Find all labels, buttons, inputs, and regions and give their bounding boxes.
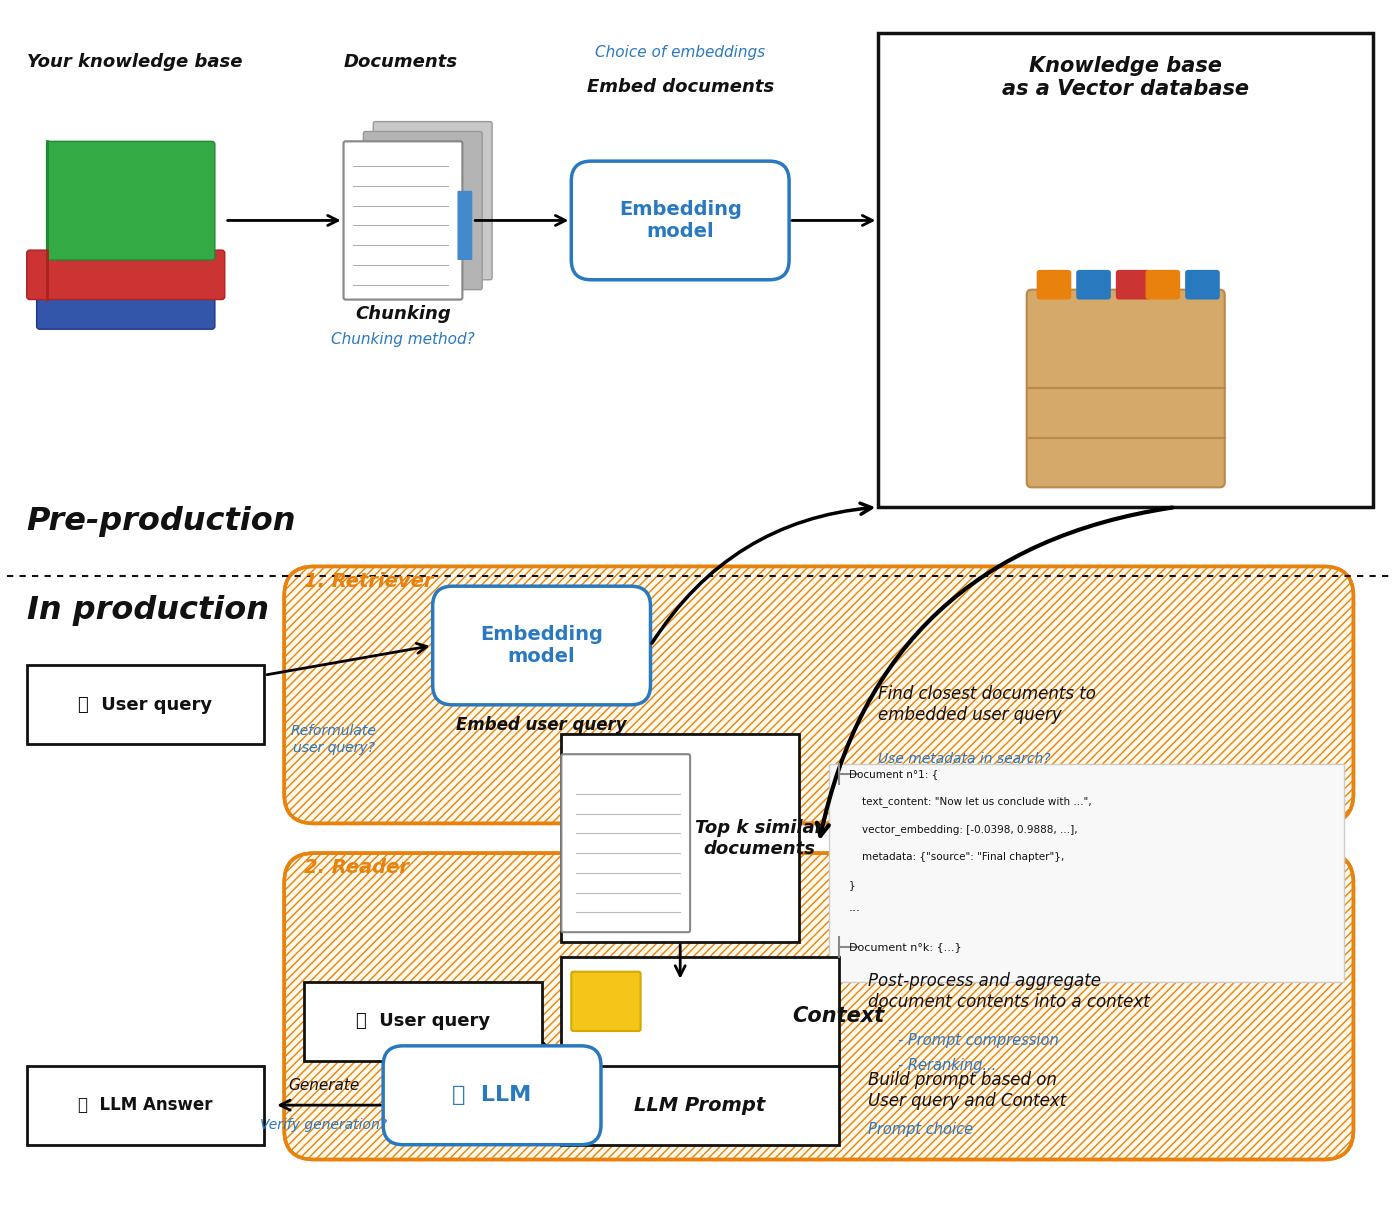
FancyBboxPatch shape — [343, 141, 462, 299]
FancyBboxPatch shape — [561, 956, 839, 1076]
Text: Verify generation?: Verify generation? — [260, 1118, 388, 1132]
FancyBboxPatch shape — [27, 250, 225, 299]
FancyBboxPatch shape — [343, 141, 462, 299]
Text: Top k similar
documents: Top k similar documents — [696, 819, 823, 857]
Text: Chunking: Chunking — [356, 305, 451, 323]
Text: text_content: "Now let us conclude with ...",: text_content: "Now let us conclude with … — [848, 796, 1091, 807]
FancyBboxPatch shape — [1077, 270, 1110, 299]
Text: Pre-production: Pre-production — [27, 505, 297, 537]
FancyBboxPatch shape — [384, 1046, 601, 1144]
FancyBboxPatch shape — [27, 1066, 265, 1144]
Text: 💬  LLM Answer: 💬 LLM Answer — [78, 1096, 213, 1114]
Text: Generate: Generate — [288, 1078, 360, 1093]
FancyBboxPatch shape — [1036, 270, 1071, 299]
FancyBboxPatch shape — [561, 754, 690, 932]
Text: Post-process and aggregate
document contents into a context: Post-process and aggregate document cont… — [868, 972, 1149, 1011]
Text: Embedding
model: Embedding model — [480, 625, 603, 666]
FancyBboxPatch shape — [458, 191, 472, 260]
FancyBboxPatch shape — [829, 765, 1344, 982]
Text: Embed user query: Embed user query — [456, 715, 627, 733]
FancyBboxPatch shape — [284, 853, 1354, 1159]
FancyArrowPatch shape — [816, 508, 1172, 836]
FancyBboxPatch shape — [1186, 270, 1219, 299]
FancyBboxPatch shape — [46, 141, 214, 260]
FancyBboxPatch shape — [284, 567, 1354, 824]
Text: Find closest documents to
embedded user query: Find closest documents to embedded user … — [878, 685, 1096, 725]
Text: Chunking method?: Chunking method? — [332, 332, 475, 346]
Text: 1. Retriever: 1. Retriever — [304, 572, 434, 591]
FancyBboxPatch shape — [1145, 270, 1180, 299]
FancyBboxPatch shape — [561, 734, 799, 942]
Text: - Reranking...: - Reranking... — [897, 1058, 997, 1073]
Text: Document n°1: {: Document n°1: { — [848, 769, 938, 779]
Text: Documents: Documents — [343, 53, 458, 71]
FancyBboxPatch shape — [561, 1066, 839, 1144]
FancyBboxPatch shape — [36, 289, 214, 329]
Text: Build prompt based on
User query and Context: Build prompt based on User query and Con… — [868, 1071, 1067, 1110]
FancyBboxPatch shape — [374, 122, 491, 280]
Text: Context: Context — [792, 1006, 885, 1026]
Text: Document n°k: {...}: Document n°k: {...} — [848, 942, 962, 952]
FancyBboxPatch shape — [571, 162, 790, 280]
Text: In production: In production — [27, 595, 269, 626]
Text: 2. Reader: 2. Reader — [304, 859, 409, 878]
Text: 🤔  User query: 🤔 User query — [78, 696, 213, 714]
Text: Use metadata in search?: Use metadata in search? — [878, 753, 1051, 766]
Text: }: } — [848, 879, 855, 890]
FancyBboxPatch shape — [561, 754, 690, 932]
FancyBboxPatch shape — [581, 744, 710, 923]
Text: Embedding
model: Embedding model — [619, 200, 742, 241]
FancyBboxPatch shape — [1116, 270, 1151, 299]
Text: Knowledge base
as a Vector database: Knowledge base as a Vector database — [1002, 55, 1249, 99]
FancyBboxPatch shape — [304, 982, 542, 1060]
Text: Reformulate
user query?: Reformulate user query? — [291, 725, 377, 755]
FancyBboxPatch shape — [1026, 289, 1225, 487]
Text: 🤖  LLM: 🤖 LLM — [452, 1085, 532, 1105]
Text: Choice of embeddings: Choice of embeddings — [595, 45, 766, 60]
Text: - Prompt compression: - Prompt compression — [897, 1034, 1058, 1048]
FancyBboxPatch shape — [364, 131, 482, 289]
Text: Prompt choice: Prompt choice — [868, 1123, 973, 1137]
Text: metadata: {"source": "Final chapter"},: metadata: {"source": "Final chapter"}, — [848, 853, 1064, 862]
Text: ...: ... — [848, 901, 861, 914]
FancyBboxPatch shape — [591, 734, 720, 913]
Text: 🤔  User query: 🤔 User query — [356, 1012, 490, 1030]
FancyBboxPatch shape — [878, 33, 1373, 507]
FancyArrowPatch shape — [652, 503, 872, 643]
Text: Your knowledge base: Your knowledge base — [27, 53, 242, 71]
FancyBboxPatch shape — [433, 586, 651, 704]
Text: Embed documents: Embed documents — [587, 78, 774, 96]
FancyBboxPatch shape — [571, 972, 641, 1031]
Text: LLM Prompt: LLM Prompt — [634, 1095, 766, 1114]
Text: vector_embedding: [-0.0398, 0.9888, ...],: vector_embedding: [-0.0398, 0.9888, ...]… — [848, 824, 1077, 835]
FancyBboxPatch shape — [27, 666, 265, 744]
